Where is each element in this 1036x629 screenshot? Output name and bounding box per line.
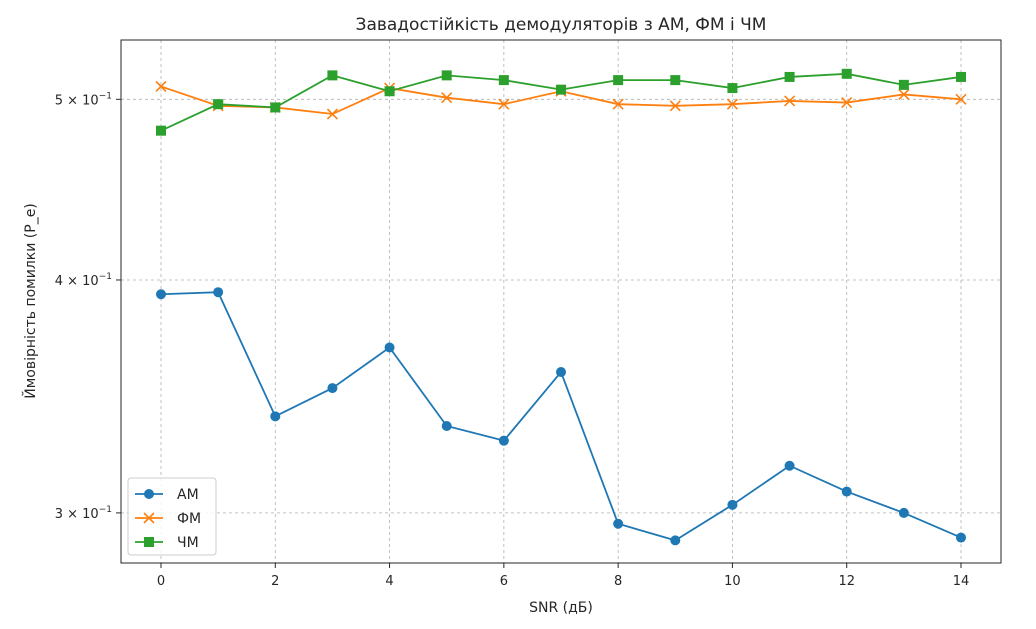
data-point bbox=[727, 499, 738, 510]
data-point bbox=[156, 289, 166, 300]
x-tick-label: 8 bbox=[614, 574, 622, 589]
data-point bbox=[213, 99, 224, 110]
x-tick-label: 4 bbox=[385, 574, 393, 589]
data-point bbox=[784, 71, 795, 82]
legend-label: ФМ bbox=[177, 511, 201, 527]
data-point bbox=[327, 70, 338, 81]
data-point bbox=[784, 95, 796, 107]
data-point bbox=[669, 100, 681, 112]
data-point bbox=[612, 98, 624, 110]
data-point bbox=[156, 125, 166, 136]
data-point bbox=[384, 342, 395, 353]
x-tick-label: 2 bbox=[271, 574, 279, 589]
data-point bbox=[441, 92, 453, 104]
x-tick-label: 0 bbox=[157, 574, 165, 589]
data-point bbox=[841, 68, 852, 79]
x-axis: 0 2 4 6 8 10 12 14 bbox=[157, 563, 969, 589]
y-axis-label: Ймовірність помилки (P_e) bbox=[21, 203, 39, 399]
series-0 bbox=[156, 287, 966, 546]
data-point bbox=[613, 75, 624, 86]
legend-label: ЧМ bbox=[177, 535, 199, 551]
data-point bbox=[155, 80, 167, 93]
x-tick-label: 6 bbox=[500, 574, 508, 589]
data-point bbox=[384, 86, 395, 97]
y-tick-label: 5 × 10−1 bbox=[55, 91, 112, 108]
data-point bbox=[556, 84, 566, 95]
data-point bbox=[841, 96, 853, 109]
data-point bbox=[441, 70, 452, 81]
legend-marker bbox=[144, 537, 154, 547]
plot-frame bbox=[120, 39, 1002, 564]
data-point bbox=[784, 460, 795, 471]
legend-marker bbox=[144, 489, 154, 499]
legend-box bbox=[127, 477, 217, 556]
x-tick-label: 12 bbox=[838, 574, 855, 589]
x-axis-label: SNR (дБ) bbox=[529, 600, 593, 616]
data-point bbox=[841, 486, 852, 497]
data-point bbox=[213, 287, 224, 298]
data-point bbox=[955, 93, 967, 105]
data-point bbox=[613, 518, 624, 529]
legend: АМ ФМ ЧМ bbox=[127, 477, 217, 556]
y-axis: 3 × 10−1 4 × 10−1 5 × 10−1 bbox=[55, 91, 121, 522]
y-tick-label: 4 × 10−1 bbox=[55, 272, 112, 289]
data-point bbox=[956, 71, 966, 82]
x-tick-label: 14 bbox=[953, 574, 970, 589]
data-point bbox=[270, 102, 281, 113]
series-layer bbox=[155, 68, 967, 546]
data-point bbox=[956, 532, 966, 543]
series-2 bbox=[156, 68, 966, 136]
data-point bbox=[326, 108, 338, 120]
data-point bbox=[556, 367, 566, 378]
data-point bbox=[498, 435, 509, 446]
data-point bbox=[498, 75, 509, 86]
data-point bbox=[898, 79, 909, 90]
data-point bbox=[727, 83, 738, 94]
data-point bbox=[670, 75, 681, 86]
data-point bbox=[270, 411, 281, 422]
grid bbox=[121, 40, 1001, 563]
legend-marker bbox=[143, 512, 155, 524]
data-point bbox=[726, 98, 738, 110]
data-point bbox=[898, 507, 909, 518]
legend-label: АМ bbox=[177, 487, 199, 503]
data-point bbox=[441, 420, 452, 431]
data-point bbox=[898, 88, 910, 101]
chart-title: Завадостійкість демодуляторів з АМ, ФМ і… bbox=[356, 15, 767, 35]
data-point bbox=[498, 98, 510, 110]
data-point bbox=[670, 535, 681, 546]
data-point bbox=[327, 383, 338, 394]
y-tick-label: 3 × 10−1 bbox=[55, 505, 112, 522]
x-tick-label: 10 bbox=[724, 574, 741, 589]
